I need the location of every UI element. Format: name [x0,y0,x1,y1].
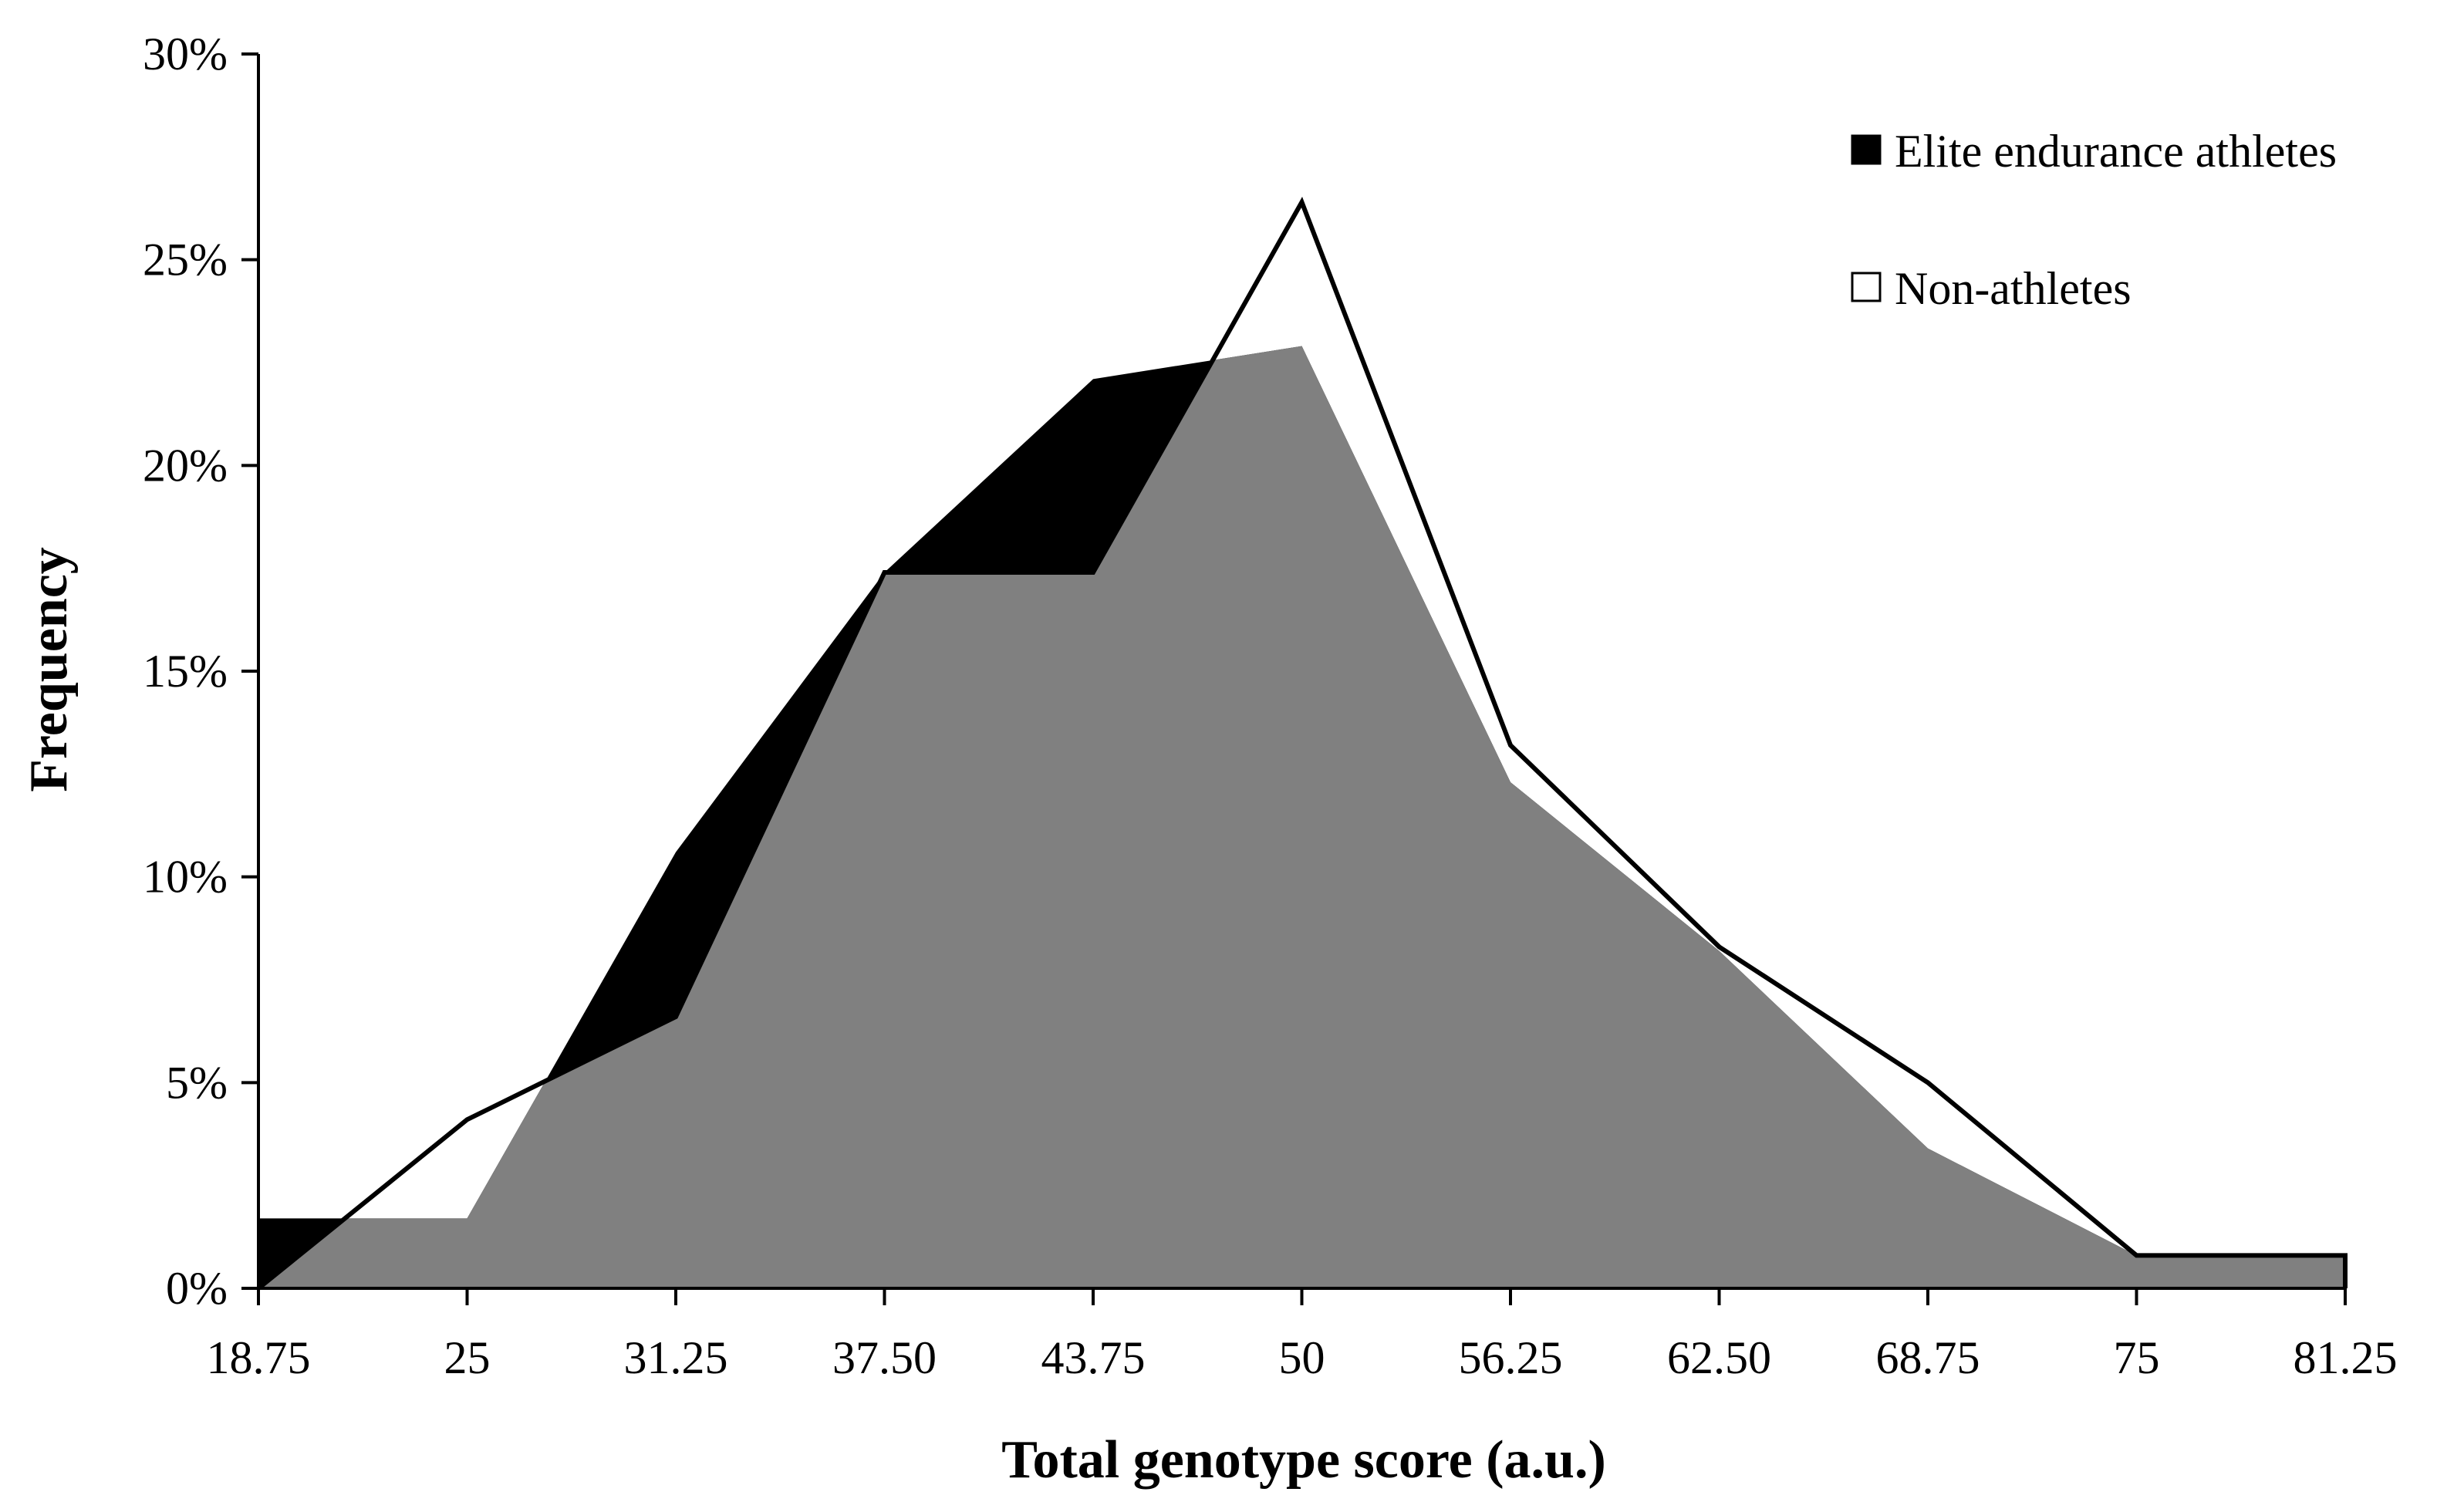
series-overlap-area [258,346,2345,1288]
y-tick-label: 15% [143,646,228,697]
legend-label-elite: Elite endurance athletes [1895,126,2337,177]
y-tick-label: 0% [166,1263,228,1314]
x-tick-label: 68.75 [1876,1332,1980,1383]
legend-label-non-athletes: Non-athletes [1895,263,2132,314]
x-tick-label: 37.50 [832,1332,937,1383]
x-tick-label: 75 [2114,1332,2160,1383]
y-axis-title: Frequency [19,547,79,792]
legend: Elite endurance athletes Non-athletes [1851,126,2337,314]
x-tick-label: 25 [444,1332,491,1383]
x-tick-label: 18.75 [207,1332,311,1383]
x-tick-label: 56.25 [1459,1332,1563,1383]
y-tick-label: 5% [166,1057,228,1108]
plot-area [257,196,2348,1291]
x-tick-label: 43.75 [1041,1332,1146,1383]
x-tick-label: 50 [1279,1332,1325,1383]
y-tick-label: 10% [143,852,228,903]
x-axis-title: Total genotype score (a.u.) [1001,1430,1606,1490]
y-tick-label: 25% [143,235,228,285]
x-tick-label: 31.25 [624,1332,728,1383]
axes: 0% 5% 10% 15% 20% 25% 30% 18.75 25 31.25 37.50 43.7… [143,29,2397,1383]
y-tick-label: 30% [143,29,228,79]
legend-swatch-non-athletes [1851,272,1882,302]
x-tick-label: 81.25 [2294,1332,2398,1383]
y-tick-label: 20% [143,440,228,491]
x-tick-label: 62.50 [1667,1332,1771,1383]
legend-swatch-elite [1851,134,1882,165]
series-non-athletes-line [257,196,2348,1291]
